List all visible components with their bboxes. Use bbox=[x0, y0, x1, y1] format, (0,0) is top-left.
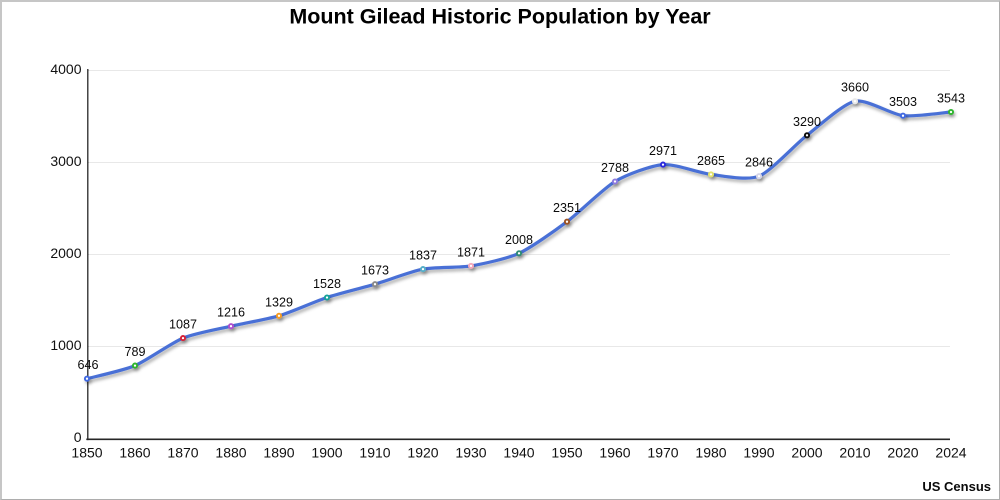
svg-text:2865: 2865 bbox=[697, 154, 725, 168]
svg-text:1900: 1900 bbox=[311, 445, 342, 461]
svg-text:2000: 2000 bbox=[791, 445, 822, 461]
svg-text:1528: 1528 bbox=[313, 277, 341, 291]
svg-text:1329: 1329 bbox=[265, 295, 293, 309]
svg-text:1910: 1910 bbox=[359, 445, 390, 461]
svg-text:1087: 1087 bbox=[169, 318, 197, 332]
svg-text:1837: 1837 bbox=[409, 249, 437, 263]
svg-text:2020: 2020 bbox=[887, 445, 918, 461]
svg-text:1860: 1860 bbox=[119, 445, 150, 461]
svg-text:3660: 3660 bbox=[841, 81, 869, 95]
svg-text:4000: 4000 bbox=[50, 61, 81, 77]
svg-text:1880: 1880 bbox=[215, 445, 246, 461]
svg-text:2351: 2351 bbox=[553, 201, 581, 215]
svg-text:1930: 1930 bbox=[455, 445, 486, 461]
svg-text:2010: 2010 bbox=[839, 445, 870, 461]
svg-text:3543: 3543 bbox=[937, 92, 965, 106]
svg-text:3503: 3503 bbox=[889, 95, 917, 109]
svg-text:1940: 1940 bbox=[503, 445, 534, 461]
svg-text:1871: 1871 bbox=[457, 245, 485, 259]
svg-text:1850: 1850 bbox=[71, 445, 102, 461]
svg-text:1216: 1216 bbox=[217, 306, 245, 320]
svg-text:2846: 2846 bbox=[745, 156, 773, 170]
svg-text:1673: 1673 bbox=[361, 264, 389, 278]
svg-text:1970: 1970 bbox=[647, 445, 678, 461]
svg-text:2024: 2024 bbox=[935, 445, 966, 461]
svg-text:2000: 2000 bbox=[50, 245, 81, 261]
svg-text:2008: 2008 bbox=[505, 233, 533, 247]
svg-text:1920: 1920 bbox=[407, 445, 438, 461]
svg-text:1980: 1980 bbox=[695, 445, 726, 461]
svg-text:1870: 1870 bbox=[167, 445, 198, 461]
svg-text:1990: 1990 bbox=[743, 445, 774, 461]
svg-text:US Census: US Census bbox=[922, 479, 991, 494]
svg-text:Mount Gilead Historic Populati: Mount Gilead Historic Population by Year bbox=[289, 5, 711, 29]
svg-text:1000: 1000 bbox=[50, 337, 81, 353]
svg-text:2788: 2788 bbox=[601, 161, 629, 175]
svg-text:3000: 3000 bbox=[50, 153, 81, 169]
svg-text:2971: 2971 bbox=[649, 144, 677, 158]
svg-text:1950: 1950 bbox=[551, 445, 582, 461]
svg-text:1890: 1890 bbox=[263, 445, 294, 461]
svg-text:3290: 3290 bbox=[793, 115, 821, 129]
svg-text:0: 0 bbox=[74, 429, 82, 445]
svg-text:646: 646 bbox=[77, 358, 98, 372]
svg-text:789: 789 bbox=[124, 345, 145, 359]
svg-text:1960: 1960 bbox=[599, 445, 630, 461]
